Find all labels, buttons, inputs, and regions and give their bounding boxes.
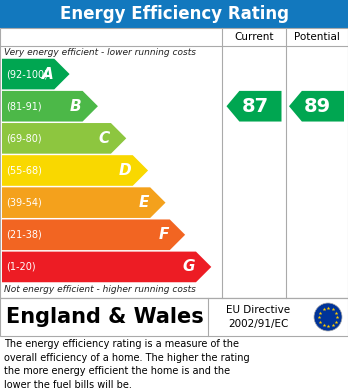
Polygon shape (289, 91, 344, 122)
Text: Potential: Potential (294, 32, 339, 42)
Bar (0, 298, 348, 336)
Text: D: D (119, 163, 132, 178)
Polygon shape (2, 59, 70, 90)
Bar (0, 28, 348, 298)
Text: (39-54): (39-54) (6, 197, 42, 208)
Polygon shape (2, 91, 98, 122)
Polygon shape (2, 123, 126, 154)
Text: (55-68): (55-68) (6, 165, 42, 176)
Text: 87: 87 (242, 97, 269, 116)
Text: Current: Current (234, 32, 274, 42)
Text: England & Wales: England & Wales (6, 307, 204, 327)
Text: Very energy efficient - lower running costs: Very energy efficient - lower running co… (4, 48, 196, 57)
Polygon shape (2, 155, 148, 186)
Text: (1-20): (1-20) (6, 262, 35, 272)
Circle shape (314, 303, 342, 331)
Text: (81-91): (81-91) (6, 101, 42, 111)
Text: EU Directive
2002/91/EC: EU Directive 2002/91/EC (226, 305, 290, 328)
Text: Energy Efficiency Rating: Energy Efficiency Rating (60, 5, 288, 23)
Text: G: G (182, 260, 195, 274)
Polygon shape (2, 251, 211, 282)
Text: (69-80): (69-80) (6, 133, 42, 143)
Text: F: F (158, 227, 169, 242)
Text: E: E (139, 195, 149, 210)
Text: B: B (70, 99, 81, 114)
Text: The energy efficiency rating is a measure of the
overall efficiency of a home. T: The energy efficiency rating is a measur… (4, 339, 250, 390)
Text: C: C (99, 131, 110, 146)
Text: A: A (41, 66, 53, 82)
Polygon shape (227, 91, 282, 122)
Text: (21-38): (21-38) (6, 230, 42, 240)
Text: Not energy efficient - higher running costs: Not energy efficient - higher running co… (4, 285, 196, 294)
Text: (92-100): (92-100) (6, 69, 48, 79)
Polygon shape (2, 187, 166, 218)
Text: 89: 89 (304, 97, 331, 116)
Polygon shape (2, 219, 185, 250)
Bar (0, 0, 348, 28)
